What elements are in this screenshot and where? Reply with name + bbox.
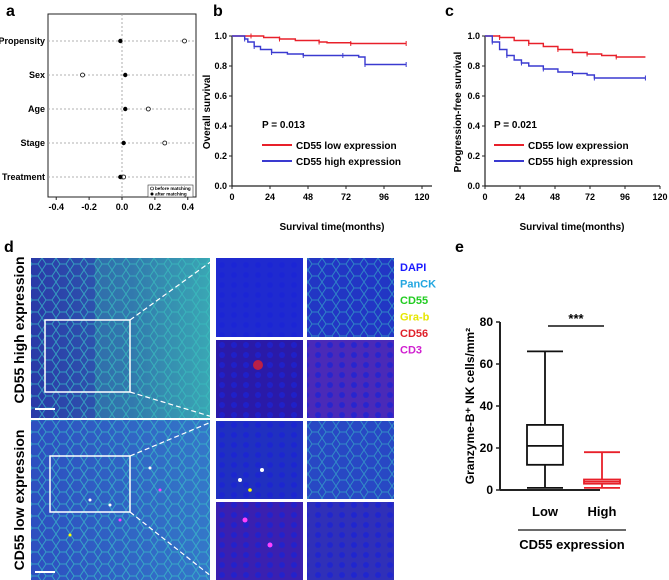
chart-a-category-label: Treatment bbox=[2, 172, 45, 182]
chart-a-xtick-label: -0.2 bbox=[81, 202, 97, 212]
chart-b-xlabel: Survival time(months) bbox=[279, 222, 384, 233]
chart-e-box-low bbox=[526, 423, 564, 466]
zoom-box-high bbox=[44, 319, 131, 393]
chart-b-xtick-label: 96 bbox=[379, 192, 389, 202]
chart-c-xtick-label: 72 bbox=[585, 192, 595, 202]
chart-e-category-label: High bbox=[588, 504, 617, 519]
chart-a-point-before bbox=[182, 38, 187, 44]
chart-b-legend-low: CD55 low expression bbox=[296, 141, 397, 152]
panel-label-a: a bbox=[6, 3, 15, 20]
chart-c-ytick-label: 1.0 bbox=[467, 31, 480, 41]
chart-b-line-high bbox=[232, 35, 407, 66]
panel-label-c: c bbox=[445, 3, 454, 20]
zoom-box-low bbox=[49, 455, 131, 513]
chart-e: 0 20 40 60 80 Low High *** Granzyme-B⁺ NK cel… bbox=[463, 311, 626, 552]
legend-before-marker bbox=[150, 186, 154, 191]
chart-c-legend-high: CD55 high expression bbox=[528, 157, 633, 168]
chart-c-ytick-label: 0.4 bbox=[467, 121, 480, 131]
chart-e-ytick-label: 20 bbox=[480, 441, 494, 455]
row-label-low: CD55 low expression bbox=[11, 430, 27, 571]
chart-c-legend-low: CD55 low expression bbox=[528, 141, 629, 152]
channel-legend: DAPI PanCK CD55 Gra-b CD56 CD3 bbox=[400, 262, 436, 357]
chart-a-category-label: Sex bbox=[29, 70, 45, 80]
chart-b-legend-high: CD55 high expression bbox=[296, 157, 401, 168]
chart-b-ytick-label: 0.0 bbox=[214, 181, 227, 191]
chart-c-ytick-label: 0.8 bbox=[467, 61, 480, 71]
chart-c-xtick-label: 96 bbox=[620, 192, 630, 202]
image-high-main bbox=[31, 258, 210, 418]
chart-a-xtick-label: -0.4 bbox=[48, 202, 64, 212]
image-low-main bbox=[31, 420, 210, 580]
panel-label-e: e bbox=[455, 239, 464, 256]
chart-c-line-low bbox=[485, 35, 646, 58]
panel-label-d: d bbox=[4, 239, 14, 256]
chart-a-category-label: Age bbox=[28, 104, 45, 114]
chart-c-xtick-label: 24 bbox=[515, 192, 525, 202]
channel-legend-cd3: CD3 bbox=[400, 345, 422, 357]
chart-b-ytick-label: 0.8 bbox=[214, 61, 227, 71]
chart-b-ylabel: Overall survival bbox=[202, 75, 213, 150]
chart-a-category-label: Stage bbox=[20, 138, 45, 148]
chart-b-pvalue: P = 0.013 bbox=[262, 120, 305, 131]
chart-e-significance: *** bbox=[568, 311, 584, 326]
channel-legend-cd55: CD55 bbox=[400, 295, 428, 307]
panel-label-b: b bbox=[213, 3, 223, 20]
channel-legend-panck: PanCK bbox=[400, 279, 436, 291]
chart-a-xtick-label: 0.0 bbox=[116, 202, 129, 212]
chart-a-point-after bbox=[121, 140, 126, 146]
chart-a-point-after bbox=[118, 174, 123, 180]
chart-b-ytick-label: 0.2 bbox=[214, 151, 227, 161]
chart-a-point-before bbox=[80, 72, 85, 78]
chart-e-ytick-label: 0 bbox=[486, 483, 493, 497]
channel-legend-gra-b: Gra-b bbox=[400, 312, 430, 324]
chart-a-point-before bbox=[145, 106, 151, 112]
chart-e-ylabel: Granzyme-B⁺ NK cells/mm² bbox=[463, 328, 477, 484]
chart-c-ytick-label: 0.0 bbox=[467, 181, 480, 191]
chart-c-ytick-label: 0.6 bbox=[467, 91, 480, 101]
chart-b-ytick-label: 0.4 bbox=[214, 121, 227, 131]
chart-c-pvalue: P = 0.021 bbox=[494, 120, 537, 131]
chart-a-legend: before matching after matching bbox=[147, 184, 194, 198]
chart-c-xtick-label: 0 bbox=[482, 192, 487, 202]
panel-d: CD55 high expression CD55 low expression bbox=[11, 256, 436, 580]
chart-c-xlabel: Survival time(months) bbox=[519, 222, 624, 233]
chart-a: Propensity Sex Age Stage Treatment -0.4 -0.2 0… bbox=[0, 13, 197, 212]
legend-before-label: before matching bbox=[155, 186, 191, 191]
legend-after-marker bbox=[150, 192, 154, 196]
chart-b-xtick-label: 0 bbox=[229, 192, 234, 202]
chart-b-xtick-label: 48 bbox=[303, 192, 313, 202]
chart-c-ytick-label: 0.2 bbox=[467, 151, 480, 161]
legend-after-label: after matching bbox=[155, 192, 187, 197]
chart-b-xtick-label: 120 bbox=[414, 192, 429, 202]
chart-e-ytick-label: 80 bbox=[480, 315, 494, 329]
chart-b: 0 24 48 72 96 120 0.0 0.2 0.4 0.6 0.8 1.0 Overall s… bbox=[202, 31, 432, 233]
chart-a-point-before bbox=[162, 140, 168, 146]
chart-b-ytick-label: 1.0 bbox=[214, 31, 227, 41]
chart-e-ytick-label: 40 bbox=[480, 399, 494, 413]
chart-a-xtick-label: 0.2 bbox=[149, 202, 162, 212]
channel-legend-cd56: CD56 bbox=[400, 328, 428, 340]
chart-c-xtick-label: 120 bbox=[652, 192, 667, 202]
chart-e-ytick-label: 60 bbox=[480, 357, 494, 371]
chart-c-ylabel: Progression-free survival bbox=[453, 51, 464, 172]
chart-a-point-after bbox=[123, 106, 128, 112]
chart-c: 0 24 48 72 96 120 0.0 0.2 0.4 0.6 0.8 1.0 Progressi… bbox=[453, 31, 668, 233]
chart-b-xtick-label: 72 bbox=[341, 192, 351, 202]
channel-legend-dapi: DAPI bbox=[400, 262, 426, 274]
chart-b-xtick-label: 24 bbox=[265, 192, 275, 202]
chart-a-point-after bbox=[118, 38, 123, 44]
chart-c-xtick-label: 48 bbox=[550, 192, 560, 202]
chart-e-xlabel: CD55 expression bbox=[519, 537, 625, 552]
chart-a-point-after bbox=[123, 72, 128, 78]
chart-c-line-high bbox=[485, 35, 646, 79]
chart-e-category-label: Low bbox=[532, 504, 559, 519]
chart-a-xtick-label: 0.4 bbox=[182, 202, 195, 212]
chart-b-ytick-label: 0.6 bbox=[214, 91, 227, 101]
row-label-high: CD55 high expression bbox=[11, 256, 27, 403]
chart-a-category-label: Propensity bbox=[0, 36, 45, 46]
chart-b-line-low bbox=[232, 35, 407, 45]
